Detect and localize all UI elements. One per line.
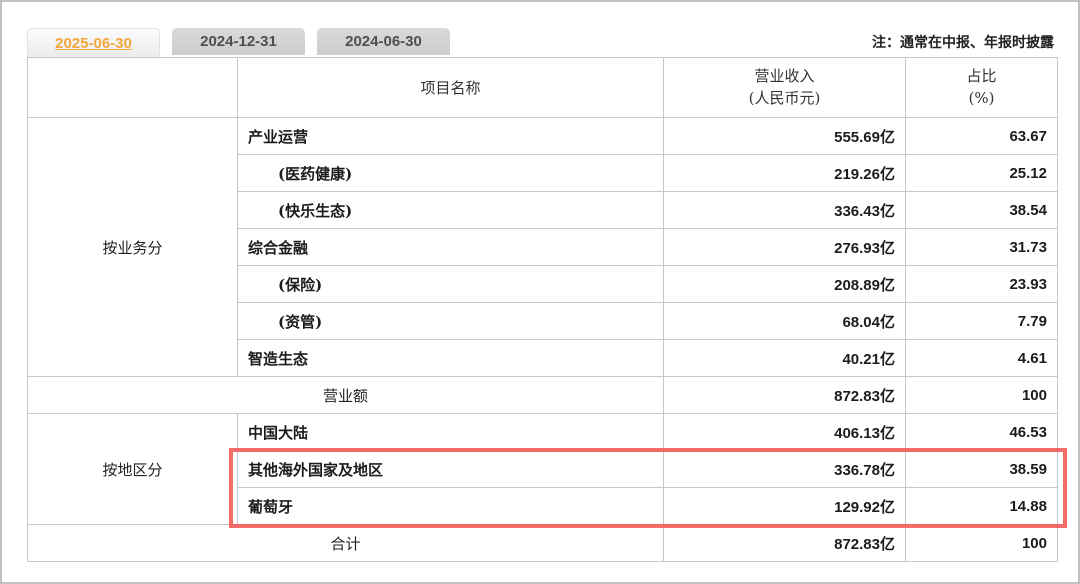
section-label-region: 按地区分 bbox=[27, 413, 238, 525]
table-row: (快乐生态) 336.43亿 38.54 bbox=[28, 191, 1058, 229]
row-revenue: 40.21亿 bbox=[663, 339, 906, 377]
revenue-table: 项目名称 营业收入 (人民币元) 占比 (%) 按业务分 产业运营 555.69… bbox=[27, 57, 1058, 562]
header-share: 占比 (%) bbox=[905, 57, 1058, 118]
row-share: 23.93 bbox=[905, 265, 1058, 303]
table-row: 综合金融 276.93亿 31.73 bbox=[28, 228, 1058, 266]
row-item: 葡萄牙 bbox=[237, 487, 664, 525]
table-row: 按业务分 产业运营 555.69亿 63.67 bbox=[27, 117, 1058, 377]
row-share: 7.79 bbox=[905, 302, 1058, 340]
header-revenue-unit: (人民币元) bbox=[748, 88, 821, 107]
summary-share: 100 bbox=[905, 524, 1058, 562]
row-revenue: 129.92亿 bbox=[663, 487, 906, 525]
row-revenue: 208.89亿 bbox=[663, 265, 906, 303]
revenue-table-wrap: 项目名称 营业收入 (人民币元) 占比 (%) 按业务分 产业运营 555.69… bbox=[27, 57, 1058, 562]
row-share: 25.12 bbox=[905, 154, 1058, 192]
summary-share: 100 bbox=[905, 376, 1058, 414]
row-revenue: 406.13亿 bbox=[663, 413, 906, 451]
row-item: 中国大陆 bbox=[237, 413, 664, 451]
row-item: (保险) bbox=[237, 265, 664, 303]
table-header-row: 项目名称 营业收入 (人民币元) 占比 (%) bbox=[27, 57, 1058, 118]
row-share: 4.61 bbox=[905, 339, 1058, 377]
summary-label: 营业额 bbox=[27, 376, 664, 414]
row-item: 产业运营 bbox=[237, 117, 664, 155]
header-revenue-title: 营业收入 bbox=[754, 66, 815, 85]
row-share: 31.73 bbox=[905, 228, 1058, 266]
row-revenue: 336.43亿 bbox=[663, 191, 906, 229]
summary-revenue: 872.83亿 bbox=[663, 376, 906, 414]
date-tabs: 2025-06-30 2024-12-31 2024-06-30 bbox=[27, 28, 450, 59]
row-revenue: 555.69亿 bbox=[663, 117, 906, 155]
row-item: (医药健康) bbox=[237, 154, 664, 192]
header-empty-cell bbox=[27, 57, 238, 118]
header-revenue: 营业收入 (人民币元) bbox=[663, 57, 906, 118]
row-item: (资管) bbox=[237, 302, 664, 340]
table-row: (医药健康) 219.26亿 25.12 bbox=[28, 154, 1058, 192]
row-share: 38.59 bbox=[905, 450, 1058, 488]
header-share-unit: (%) bbox=[968, 88, 995, 107]
row-share: 38.54 bbox=[905, 191, 1058, 229]
tab-2024-06-30[interactable]: 2024-06-30 bbox=[317, 28, 450, 55]
summary-row-grand-total: 合计 872.83亿 100 bbox=[27, 524, 1058, 562]
row-revenue: 336.78亿 bbox=[663, 450, 906, 488]
table-row-highlighted: 葡萄牙 129.92亿 14.88 bbox=[28, 487, 1058, 525]
table-row: 按地区分 中国大陆 406.13亿 46.53 bbox=[27, 413, 1058, 525]
row-item: (快乐生态) bbox=[237, 191, 664, 229]
row-share: 63.67 bbox=[905, 117, 1058, 155]
section-label-business: 按业务分 bbox=[27, 117, 238, 377]
table-row: (资管) 68.04亿 7.79 bbox=[28, 302, 1058, 340]
row-item: 综合金融 bbox=[237, 228, 664, 266]
header-share-title: 占比 bbox=[966, 66, 997, 85]
tab-2025-06-30[interactable]: 2025-06-30 bbox=[27, 28, 160, 59]
summary-label: 合计 bbox=[27, 524, 664, 562]
table-row: (保险) 208.89亿 23.93 bbox=[28, 265, 1058, 303]
row-share: 46.53 bbox=[905, 413, 1058, 451]
disclosure-note: 注：通常在中报、年报时披露 bbox=[872, 35, 1054, 51]
row-revenue: 219.26亿 bbox=[663, 154, 906, 192]
row-share: 14.88 bbox=[905, 487, 1058, 525]
summary-revenue: 872.83亿 bbox=[663, 524, 906, 562]
row-revenue: 68.04亿 bbox=[663, 302, 906, 340]
header-item-name: 项目名称 bbox=[237, 57, 664, 118]
summary-row-revenue-total: 营业额 872.83亿 100 bbox=[27, 376, 1058, 414]
tab-2024-12-31[interactable]: 2024-12-31 bbox=[172, 28, 305, 55]
row-item: 智造生态 bbox=[237, 339, 664, 377]
row-item: 其他海外国家及地区 bbox=[237, 450, 664, 488]
row-revenue: 276.93亿 bbox=[663, 228, 906, 266]
table-row-highlighted: 其他海外国家及地区 336.78亿 38.59 bbox=[28, 450, 1058, 488]
